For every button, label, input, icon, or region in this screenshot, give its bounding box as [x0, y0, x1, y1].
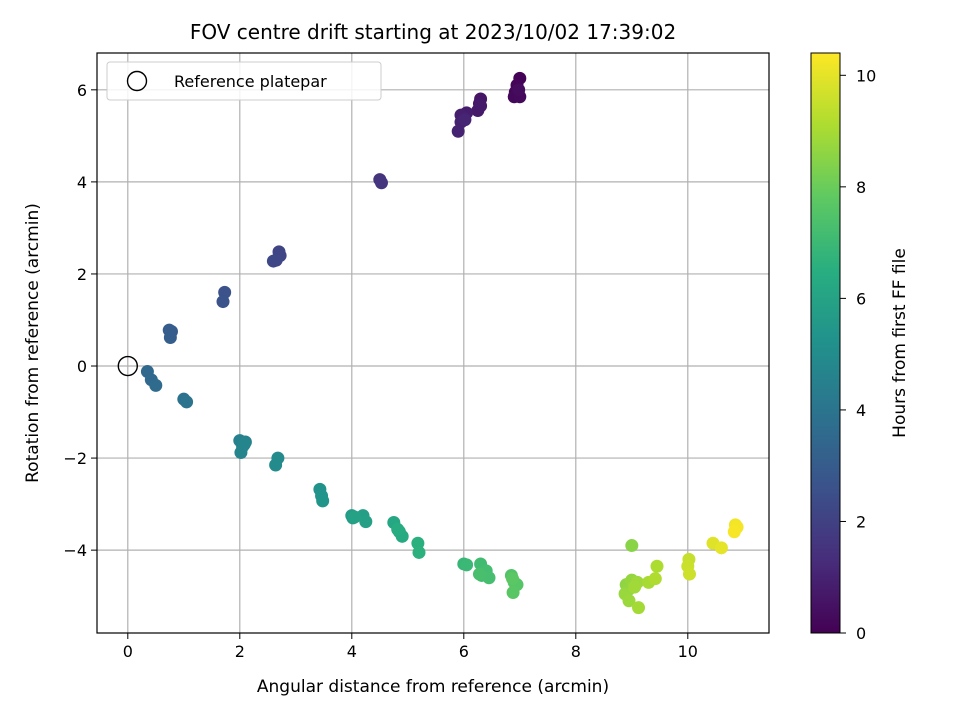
data-point [625, 539, 639, 553]
y-axis-label: Rotation from reference (arcmin) [23, 203, 43, 483]
reference-platepar-marker [117, 355, 139, 377]
data-point [648, 572, 662, 586]
colorbar-tick-label: 2 [856, 512, 866, 531]
x-tick-label: 2 [235, 642, 245, 661]
colorbar-ticks: 0 2 4 6 8 10 [840, 66, 876, 643]
colorbar: 0 2 4 6 8 10 Hours from first FF file [810, 52, 910, 643]
y-tick-label: 4 [77, 173, 87, 192]
data-point [216, 295, 230, 309]
data-point [451, 124, 465, 138]
y-tick-label: −2 [63, 449, 87, 468]
data-point [269, 458, 283, 472]
y-tick-label: 0 [77, 357, 87, 376]
colorbar-tick-label: 0 [856, 624, 866, 643]
data-point [266, 254, 280, 268]
data-point [650, 559, 664, 573]
data-point [727, 525, 741, 539]
data-point [682, 567, 696, 581]
data-point [460, 558, 474, 572]
data-point [714, 541, 728, 555]
colorbar-label: Hours from first FF file [890, 248, 910, 438]
data-point [237, 437, 251, 451]
data-point [458, 113, 472, 127]
legend-box [106, 61, 382, 101]
y-tick-label: −4 [63, 541, 87, 560]
colorbar-tick-label: 8 [856, 178, 866, 197]
x-tick-label: 10 [678, 642, 698, 661]
data-point [506, 585, 520, 599]
legend-marker-reference [126, 70, 148, 92]
data-point [506, 572, 520, 586]
chart-title: FOV centre drift starting at 2023/10/02 … [190, 20, 676, 44]
colorbar-tick-label: 6 [856, 289, 866, 308]
data-point [632, 601, 646, 615]
colorbar-tick-label: 10 [856, 66, 876, 85]
x-tick-label: 6 [459, 642, 469, 661]
data-point [348, 510, 362, 524]
y-tick-label: 2 [77, 265, 87, 284]
colorbar-tick-label: 4 [856, 401, 866, 420]
x-axis-ticks: 0 2 4 6 8 10 [123, 633, 698, 661]
legend-label-reference: Reference platepar [174, 72, 327, 91]
y-axis-ticks: −4 −2 0 2 4 6 [63, 81, 97, 560]
data-point [163, 330, 177, 344]
data-point [316, 494, 330, 508]
data-points [140, 71, 744, 615]
data-point [622, 594, 636, 608]
data-point [472, 567, 486, 581]
x-tick-label: 4 [347, 642, 357, 661]
data-point [628, 580, 642, 594]
plot-area-frame [96, 52, 770, 634]
grid [97, 53, 769, 633]
data-point [474, 99, 488, 113]
x-axis-label: Angular distance from reference (arcmin) [257, 677, 609, 697]
data-point [359, 515, 373, 529]
legend: Reference platepar [106, 61, 382, 101]
data-point [412, 545, 426, 559]
y-tick-label: 6 [77, 81, 87, 100]
data-point [180, 395, 194, 409]
colorbar-gradient [810, 52, 841, 634]
data-point [512, 83, 526, 97]
data-point [374, 176, 388, 190]
data-point [149, 378, 163, 392]
x-tick-label: 8 [571, 642, 581, 661]
data-point [391, 522, 405, 536]
x-tick-label: 0 [123, 642, 133, 661]
